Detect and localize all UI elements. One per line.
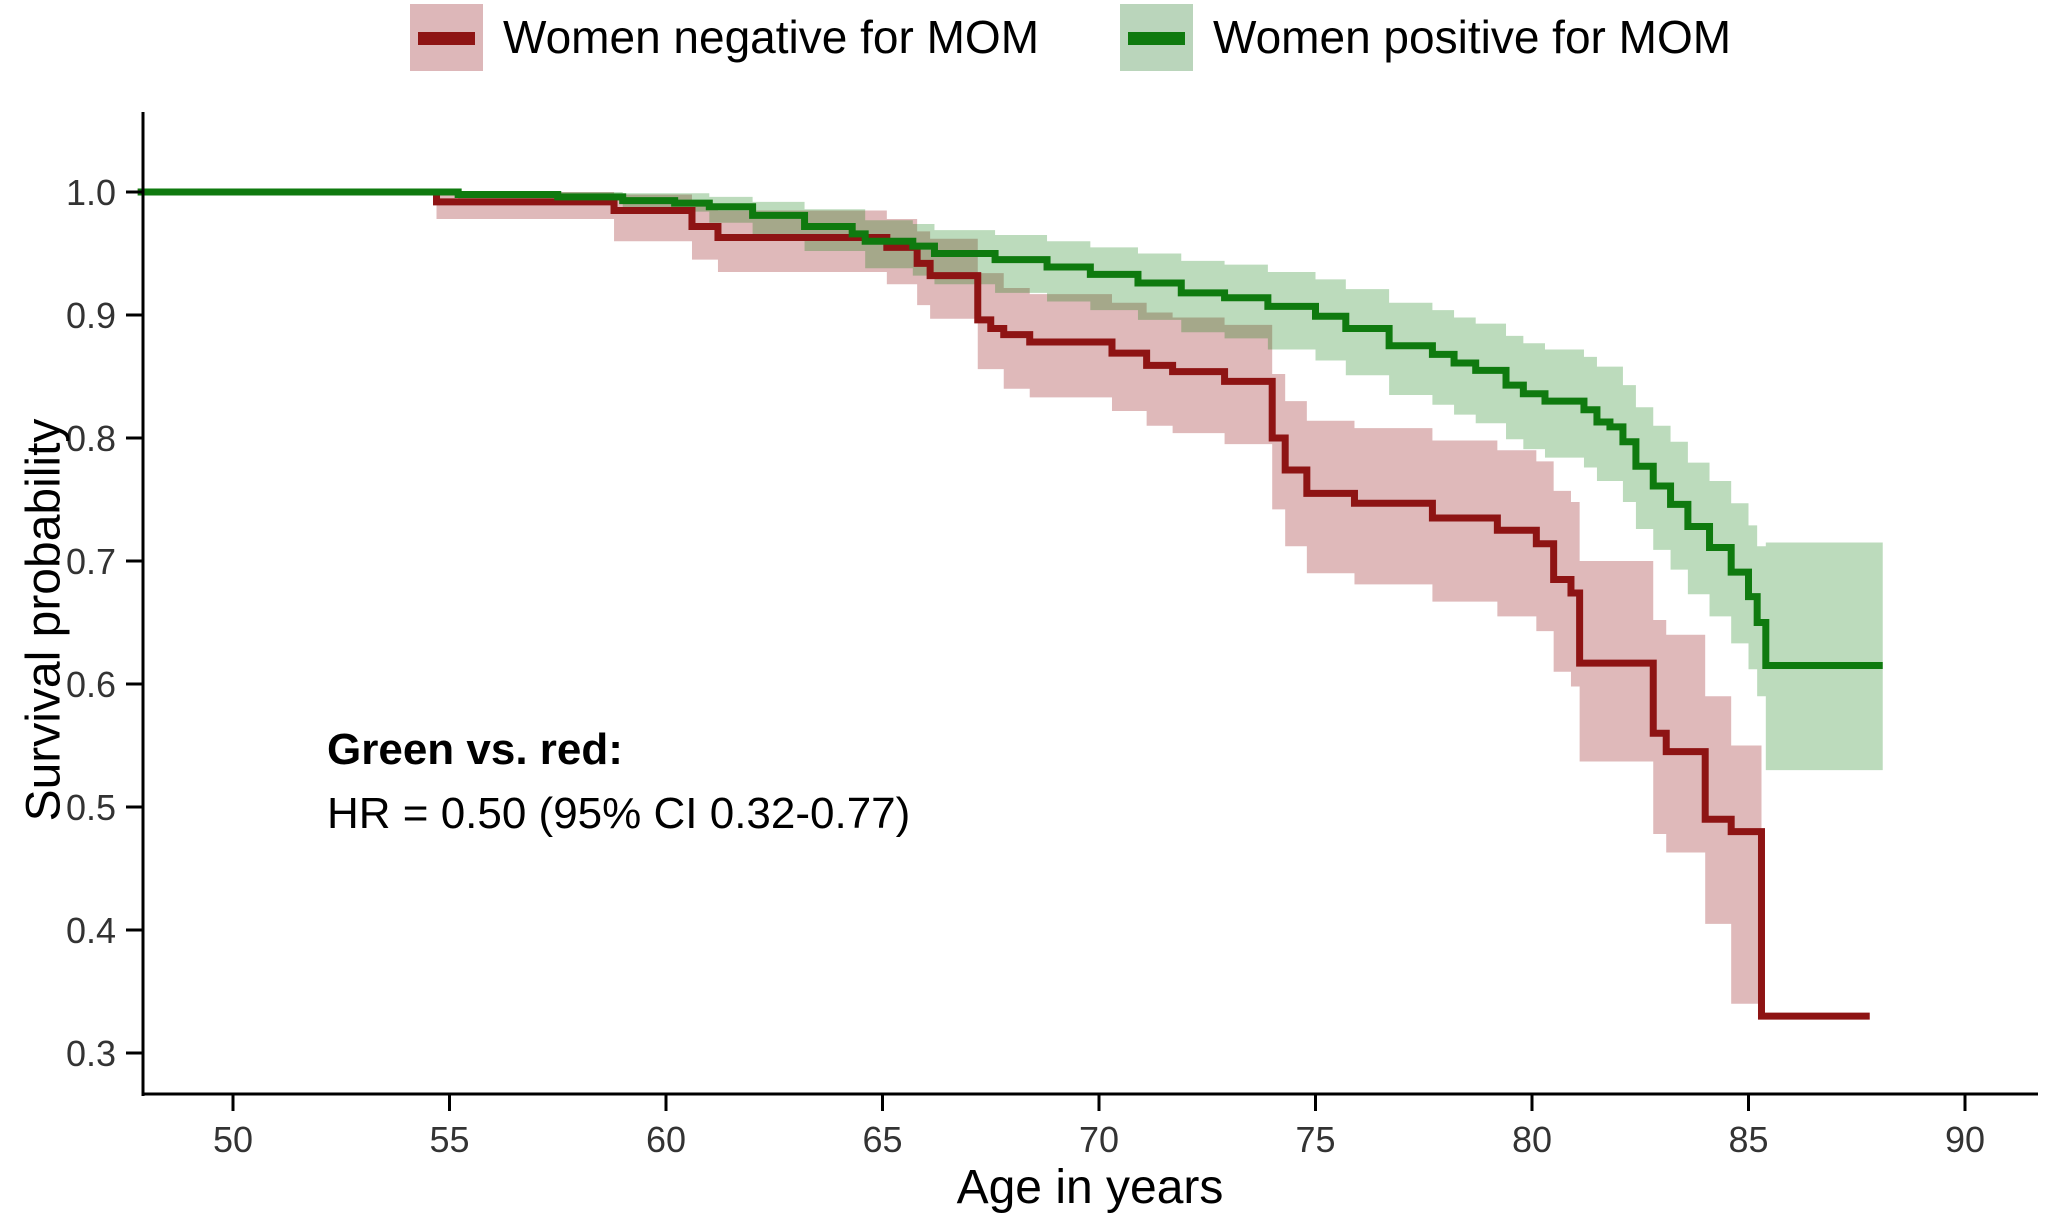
x-tick-label: 55	[429, 1119, 469, 1160]
legend-key-negative	[410, 4, 483, 71]
x-axis-title: Age in years	[956, 1161, 1224, 1214]
legend-line-positive-icon	[1128, 31, 1185, 45]
x-tick-label: 65	[862, 1119, 902, 1160]
positive-survival-curve	[137, 188, 1883, 670]
x-tick-label: 80	[1512, 1119, 1552, 1160]
positive-ci-band	[458, 192, 1883, 771]
x-tick-label: 85	[1728, 1119, 1768, 1160]
y-tick-label: 0.3	[66, 1033, 116, 1074]
legend-key-positive	[1120, 4, 1193, 71]
y-tick-label: 1.0	[66, 172, 116, 213]
y-axis-title: Survival probability	[17, 418, 71, 822]
legend-line-negative-icon	[418, 31, 475, 45]
hazard-ratio-annotation: Green vs. red: HR = 0.50 (95% CI 0.32-0.…	[327, 718, 910, 846]
annotation-hr-value: HR = 0.50 (95% CI 0.32-0.77)	[327, 789, 911, 838]
y-tick-label: 0.5	[66, 787, 116, 828]
x-tick-label: 60	[646, 1119, 686, 1160]
legend-label-negative: Women negative for MOM	[503, 11, 1040, 63]
y-tick-label: 0.8	[66, 418, 116, 459]
y-tick-label: 0.7	[66, 541, 116, 582]
x-tick-label: 90	[1945, 1119, 1985, 1160]
y-tick-label: 0.4	[66, 910, 116, 951]
negative-ci-band	[436, 192, 1762, 1004]
negative-survival-curve	[137, 188, 1870, 1020]
x-tick-label: 70	[1079, 1119, 1119, 1160]
x-tick-label: 75	[1295, 1119, 1335, 1160]
x-tick-label: 50	[213, 1119, 253, 1160]
y-tick-label: 0.9	[66, 295, 116, 336]
y-tick-label: 0.6	[66, 664, 116, 705]
legend-label-positive: Women positive for MOM	[1213, 11, 1732, 63]
legend: Women negative for MOM Women positive fo…	[0, 0, 2056, 80]
annotation-heading: Green vs. red:	[327, 725, 623, 774]
